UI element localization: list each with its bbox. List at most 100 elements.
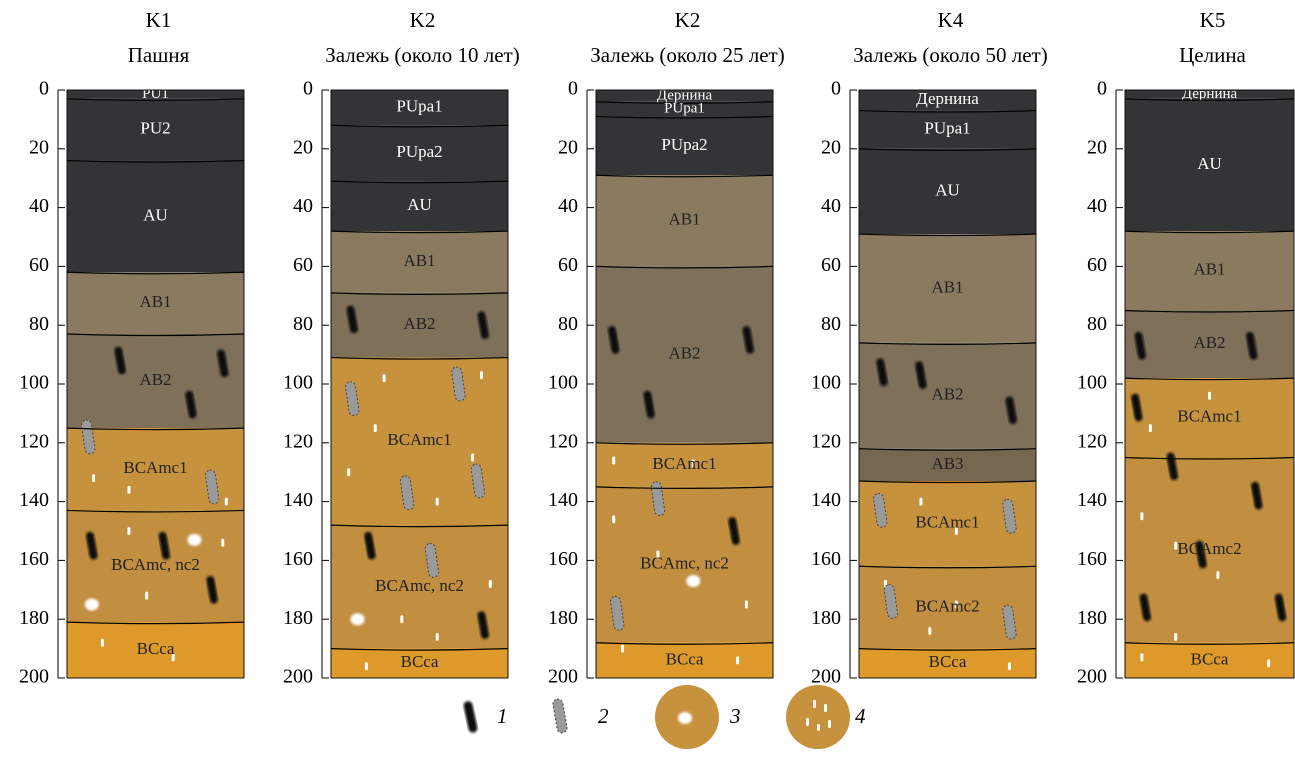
inclusion-type-4 (612, 456, 615, 464)
depth-tick-label: 60 (821, 254, 841, 276)
horizon-label: BCAmc, nc2 (375, 576, 464, 595)
inclusion-type-4 (1267, 659, 1270, 667)
horizon-label: Дернина (916, 89, 979, 108)
depth-tick-label: 160 (548, 548, 578, 570)
profile-code: K5 (1200, 8, 1226, 32)
horizon-label: BCAmc2 (915, 596, 979, 615)
horizon-label: AB2 (668, 344, 700, 363)
depth-tick-label: 60 (29, 254, 49, 276)
horizon-label: AB1 (139, 292, 171, 311)
inclusion-type-4 (621, 645, 624, 653)
horizon-label: PUpa1 (664, 101, 705, 117)
depth-tick-label: 0 (39, 78, 49, 100)
depth-tick-label: 180 (1077, 607, 1107, 629)
horizon-label: AB2 (931, 385, 963, 404)
depth-tick-label: 100 (283, 372, 313, 394)
legend-icons (463, 685, 850, 749)
legend-label: 1 (497, 704, 508, 728)
inclusion-type-4 (745, 601, 748, 609)
horizon-label: Дернина (1182, 86, 1238, 102)
inclusion-type-4 (919, 498, 922, 506)
depth-tick-label: 140 (811, 489, 841, 511)
horizon-label: BCAmc1 (1177, 407, 1241, 426)
horizon-label: BCAmc, nc2 (111, 555, 200, 574)
horizon-label: BCca (666, 649, 704, 668)
depth-tick-label: 40 (821, 195, 841, 217)
depth-tick-label: 40 (1087, 195, 1107, 217)
depth-tick-label: 100 (811, 372, 841, 394)
horizon-label: PU1 (142, 86, 169, 102)
depth-tick-label: 40 (29, 195, 49, 217)
depth-tick-label: 140 (283, 489, 313, 511)
depth-tick-label: 80 (821, 313, 841, 335)
horizon-label: BCca (929, 652, 967, 671)
depth-tick-label: 120 (811, 430, 841, 452)
horizon-label: AB2 (403, 314, 435, 333)
horizon-label: AB1 (403, 251, 435, 270)
depth-tick-label: 120 (1077, 430, 1107, 452)
inclusion-type-3 (187, 534, 201, 546)
horizon-label: PUpa1 (924, 119, 970, 138)
legend-icon-2 (552, 698, 568, 733)
inclusion-type-4 (1208, 392, 1211, 400)
depth-tick-label: 180 (19, 607, 49, 629)
inclusion-type-4 (145, 592, 148, 600)
legend-label: 4 (855, 704, 866, 728)
legend-label: 2 (598, 704, 609, 728)
inclusion-type-4 (480, 371, 483, 379)
depth-tick-label: 100 (19, 372, 49, 394)
inclusion-type-4 (1140, 512, 1143, 520)
inclusion-type-4 (347, 468, 350, 476)
horizon-label: AB1 (931, 277, 963, 296)
depth-tick-label: 60 (558, 254, 578, 276)
depth-tick-label: 200 (811, 666, 841, 688)
depth-tick-label: 0 (1097, 78, 1107, 100)
horizon-label: BCAmc1 (915, 513, 979, 532)
depth-tick-label: 60 (1087, 254, 1107, 276)
depth-tick-label: 180 (283, 607, 313, 629)
horizon-label: AB1 (1193, 260, 1225, 279)
inclusion-type-4 (374, 424, 377, 432)
depth-tick-label: 140 (1077, 489, 1107, 511)
depth-tick-label: 120 (548, 430, 578, 452)
horizon-label: BCca (401, 652, 439, 671)
horizon-label: BCAmc1 (652, 454, 716, 473)
depth-tick-label: 140 (548, 489, 578, 511)
depth-tick-label: 200 (548, 666, 578, 688)
soil-profile: K2Залежь (около 10 лет)02040608010012014… (283, 8, 520, 688)
soil-profile: K1Пашня020406080100120140160180200PU1PU2… (19, 8, 244, 688)
inclusion-type-4 (736, 656, 739, 664)
profile-code: K2 (675, 8, 701, 32)
horizon-label: PUpa1 (396, 97, 442, 116)
depth-tick-label: 0 (568, 78, 578, 100)
depth-tick-label: 20 (821, 136, 841, 158)
profile-code: K4 (938, 8, 964, 32)
horizon-label: AB2 (139, 370, 171, 389)
depth-tick-label: 0 (831, 78, 841, 100)
horizon-label: BCAmc1 (123, 458, 187, 477)
legend-icon-1 (463, 700, 478, 733)
depth-tick-label: 180 (811, 607, 841, 629)
horizon-label: PU2 (140, 119, 170, 138)
soil-profiles-diagram: K1Пашня020406080100120140160180200PU1PU2… (0, 0, 1295, 757)
depth-tick-label: 80 (293, 313, 313, 335)
depth-tick-label: 60 (293, 254, 313, 276)
inclusion-type-4 (928, 627, 931, 635)
profile-name: Пашня (128, 43, 190, 67)
depth-tick-label: 160 (283, 548, 313, 570)
inclusion-type-4 (400, 615, 403, 623)
depth-tick-label: 20 (293, 136, 313, 158)
horizon-label: BCAmc1 (387, 430, 451, 449)
depth-tick-label: 140 (19, 489, 49, 511)
profile-name: Залежь (около 25 лет) (590, 43, 784, 67)
depth-tick-label: 20 (29, 136, 49, 158)
inclusion-type-4 (101, 639, 104, 647)
horizon-label: BCAmc2 (1177, 539, 1241, 558)
inclusion-type-4 (383, 374, 386, 382)
depth-tick-label: 0 (303, 78, 313, 100)
depth-tick-label: 80 (29, 313, 49, 335)
depth-tick-label: 200 (19, 666, 49, 688)
profile-code: K2 (410, 8, 436, 32)
horizon-label: AB3 (931, 454, 963, 473)
